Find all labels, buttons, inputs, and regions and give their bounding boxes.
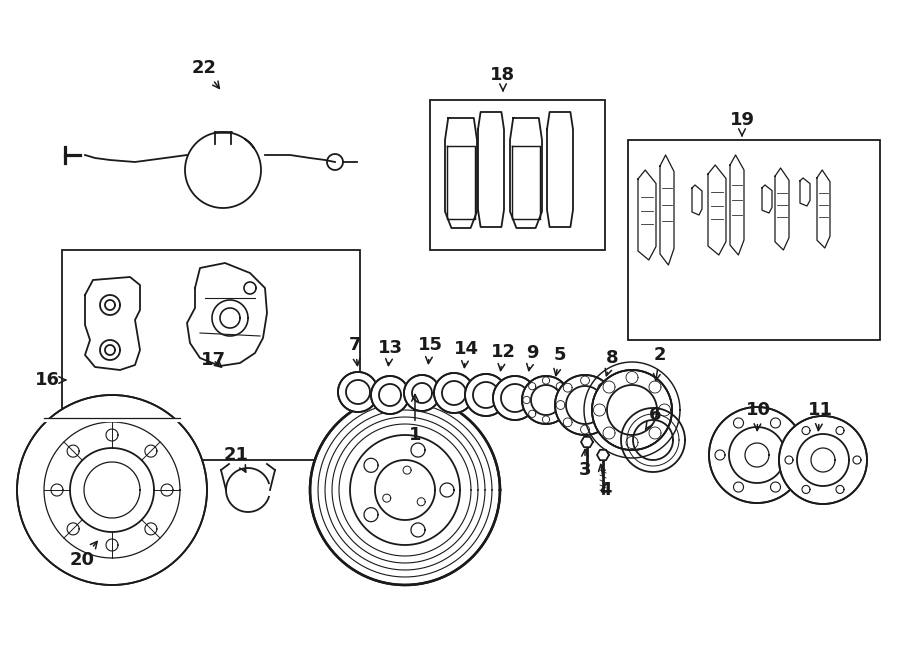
Bar bbox=[62, 250, 360, 460]
Text: 3: 3 bbox=[579, 449, 591, 479]
Polygon shape bbox=[371, 376, 409, 414]
Text: 10: 10 bbox=[745, 401, 770, 430]
Polygon shape bbox=[17, 395, 207, 585]
Polygon shape bbox=[434, 373, 474, 413]
Polygon shape bbox=[555, 375, 615, 435]
Text: 21: 21 bbox=[223, 446, 248, 472]
Text: 2: 2 bbox=[653, 346, 666, 381]
Text: 1: 1 bbox=[409, 395, 421, 444]
Text: 19: 19 bbox=[730, 111, 754, 136]
Text: 5: 5 bbox=[554, 346, 566, 375]
Polygon shape bbox=[493, 376, 537, 420]
Text: 7: 7 bbox=[349, 336, 361, 366]
Text: 9: 9 bbox=[526, 344, 538, 371]
Bar bbox=[628, 140, 880, 340]
Polygon shape bbox=[592, 370, 672, 450]
Polygon shape bbox=[465, 374, 507, 416]
Text: 6: 6 bbox=[645, 406, 662, 429]
Text: 4: 4 bbox=[598, 465, 611, 499]
Bar bbox=[430, 100, 605, 250]
Text: 22: 22 bbox=[192, 59, 220, 89]
Text: 8: 8 bbox=[605, 349, 618, 375]
Polygon shape bbox=[338, 372, 378, 412]
Text: 11: 11 bbox=[807, 401, 833, 430]
Text: 18: 18 bbox=[491, 66, 516, 91]
Text: 20: 20 bbox=[69, 541, 97, 569]
Polygon shape bbox=[310, 395, 500, 585]
Text: 15: 15 bbox=[418, 336, 443, 364]
Text: 14: 14 bbox=[454, 340, 479, 368]
Polygon shape bbox=[709, 407, 805, 503]
Text: 16: 16 bbox=[34, 371, 66, 389]
Polygon shape bbox=[779, 416, 867, 504]
Text: 12: 12 bbox=[491, 343, 516, 371]
Polygon shape bbox=[404, 375, 440, 411]
Text: 13: 13 bbox=[377, 339, 402, 366]
Text: 17: 17 bbox=[201, 351, 226, 369]
Polygon shape bbox=[522, 376, 570, 424]
